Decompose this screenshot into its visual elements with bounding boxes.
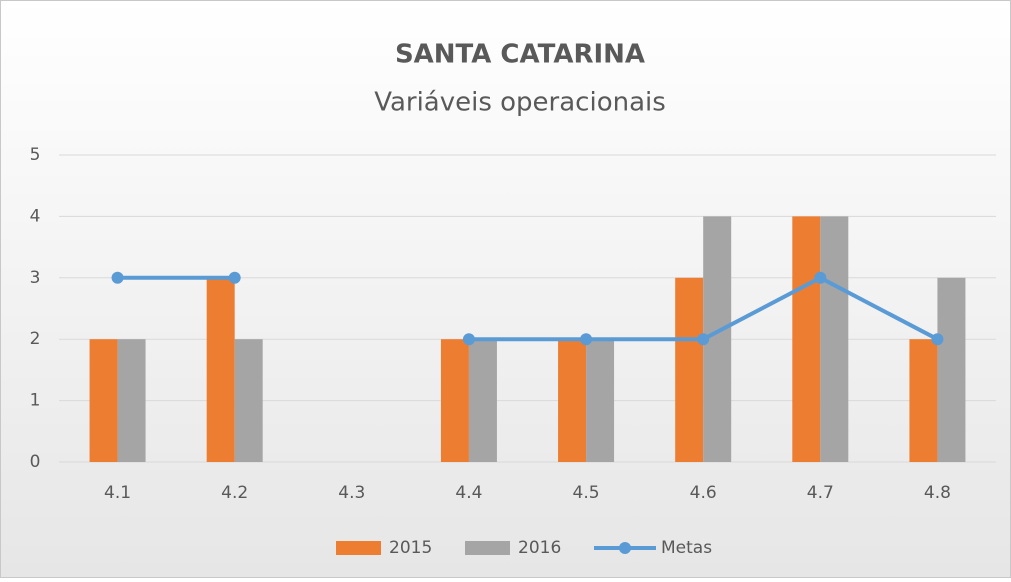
x-tick-label: 4.2 [221,483,248,503]
x-tick-label: 4.4 [455,483,482,503]
bar [792,216,821,462]
legend-swatch [336,541,381,555]
legend-label: 2016 [518,538,561,558]
bar [117,339,146,462]
bar [558,339,587,462]
line-marker [228,271,241,284]
chart-subtitle: Variáveis operacionais [374,88,666,118]
bar [206,277,235,462]
line-marker [931,333,944,346]
x-tick-label: 4.6 [690,483,717,503]
y-tick-label: 3 [30,268,41,288]
bar [937,277,966,462]
bar [468,339,497,462]
legend-swatch [465,541,510,555]
line-marker [814,271,827,284]
x-tick-label: 4.5 [573,483,600,503]
x-tick-label: 4.7 [807,483,834,503]
bar [440,339,469,462]
bar [675,277,704,462]
y-tick-label: 2 [30,329,41,349]
bar [909,339,938,462]
line-marker [580,333,593,346]
x-tick-label: 4.1 [104,483,131,503]
legend-label: Metas [661,538,712,558]
y-tick-label: 0 [30,452,41,472]
bar [234,339,263,462]
line-marker [111,271,124,284]
line-marker [462,333,475,346]
y-tick-label: 4 [30,206,41,226]
legend-label: 2015 [389,538,432,558]
y-tick-label: 5 [30,145,41,165]
line-marker [697,333,710,346]
chart-title: SANTA CATARINA [395,40,645,70]
legend-swatch-marker [619,542,631,554]
x-tick-label: 4.8 [924,483,951,503]
bar [586,339,615,462]
y-tick-label: 1 [30,391,41,411]
bar [820,216,849,462]
bar [89,339,118,462]
x-tick-label: 4.3 [338,483,365,503]
